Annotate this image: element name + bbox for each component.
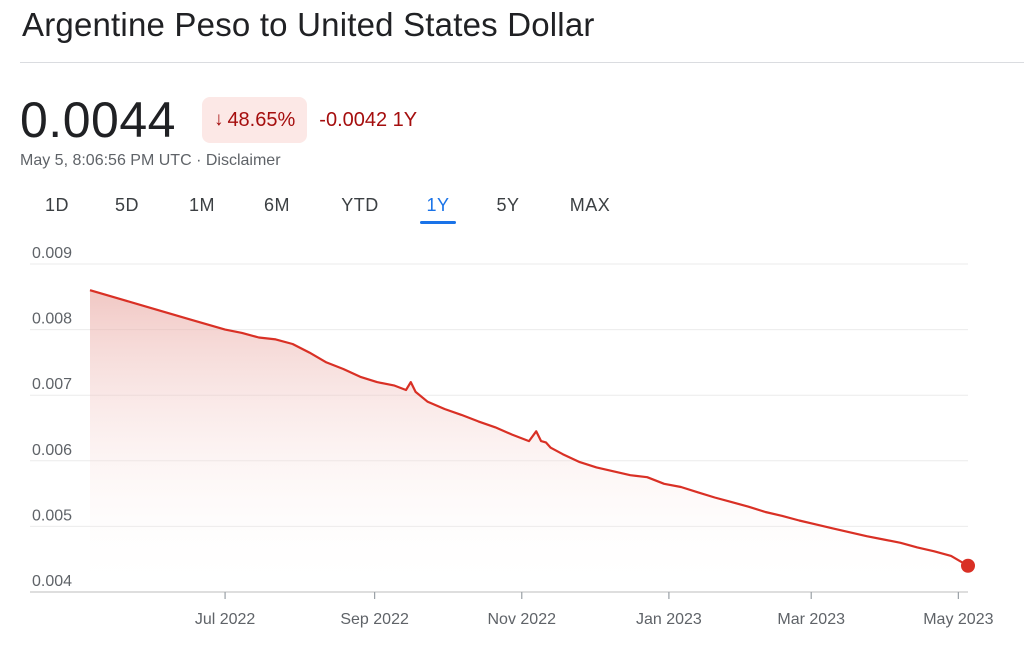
timestamp: May 5, 8:06:56 PM UTC [20,152,192,169]
y-tick-label: 0.009 [32,245,72,262]
tab-1d[interactable]: 1D [42,188,72,222]
x-axis: Jul 2022 Sep 2022 Nov 2022 Jan 2023 Mar 2023… [195,592,994,628]
tab-5y[interactable]: 5Y [492,188,524,222]
x-tick-label: May 2023 [923,611,993,628]
quote-row: 0.0044 ↓ 48.65% -0.0042 1Y [20,90,417,150]
absolute-change: -0.0042 1Y [319,108,418,131]
tab-ytd[interactable]: YTD [338,188,382,222]
tab-max[interactable]: MAX [565,188,615,222]
percent-change: 48.65% [227,108,296,131]
x-tick-label: Jul 2022 [195,611,256,628]
x-tick-label: Sep 2022 [340,611,409,628]
quote-meta: May 5, 8:06:56 PM UTC · Disclaimer [20,152,281,170]
tab-5d[interactable]: 5D [112,188,142,222]
meta-separator: · [191,152,206,169]
tab-label: 1D [44,195,69,215]
y-tick-label: 0.004 [32,573,72,590]
disclaimer-link[interactable]: Disclaimer [205,152,281,169]
exchange-rate-chart[interactable]: 0.009 0.008 0.007 0.006 0.005 0.004 Jul 2022 S… [0,240,1024,640]
tab-1y[interactable]: 1Y [420,188,456,224]
y-tick-label: 0.006 [32,442,72,459]
y-tick-label: 0.005 [32,507,72,524]
x-tick-label: Mar 2023 [777,611,845,628]
tab-label: 1Y [426,195,450,215]
tab-label: 1M [188,195,215,215]
arrow-down-icon: ↓ [213,109,224,130]
tab-label: YTD [341,195,379,215]
tab-1m[interactable]: 1M [186,188,218,222]
y-axis: 0.009 0.008 0.007 0.006 0.005 0.004 [32,245,72,590]
percent-change-badge: ↓ 48.65% [201,97,308,143]
header-divider [20,62,1024,63]
tab-label: 6M [263,195,290,215]
tab-label: 5Y [496,195,520,215]
y-tick-label: 0.007 [32,376,72,393]
series-line [89,289,969,567]
last-value-marker[interactable] [961,558,975,573]
page-title: Argentine Peso to United States Dollar [22,6,595,43]
x-tick-label: Nov 2022 [488,611,557,628]
tab-6m[interactable]: 6M [261,188,293,222]
x-tick-label: Jan 2023 [636,611,702,628]
y-tick-label: 0.008 [32,311,72,328]
tab-label: 5D [114,195,139,215]
current-price: 0.0044 [20,92,176,148]
tab-label: MAX [569,195,611,215]
active-tab-indicator [420,221,456,224]
